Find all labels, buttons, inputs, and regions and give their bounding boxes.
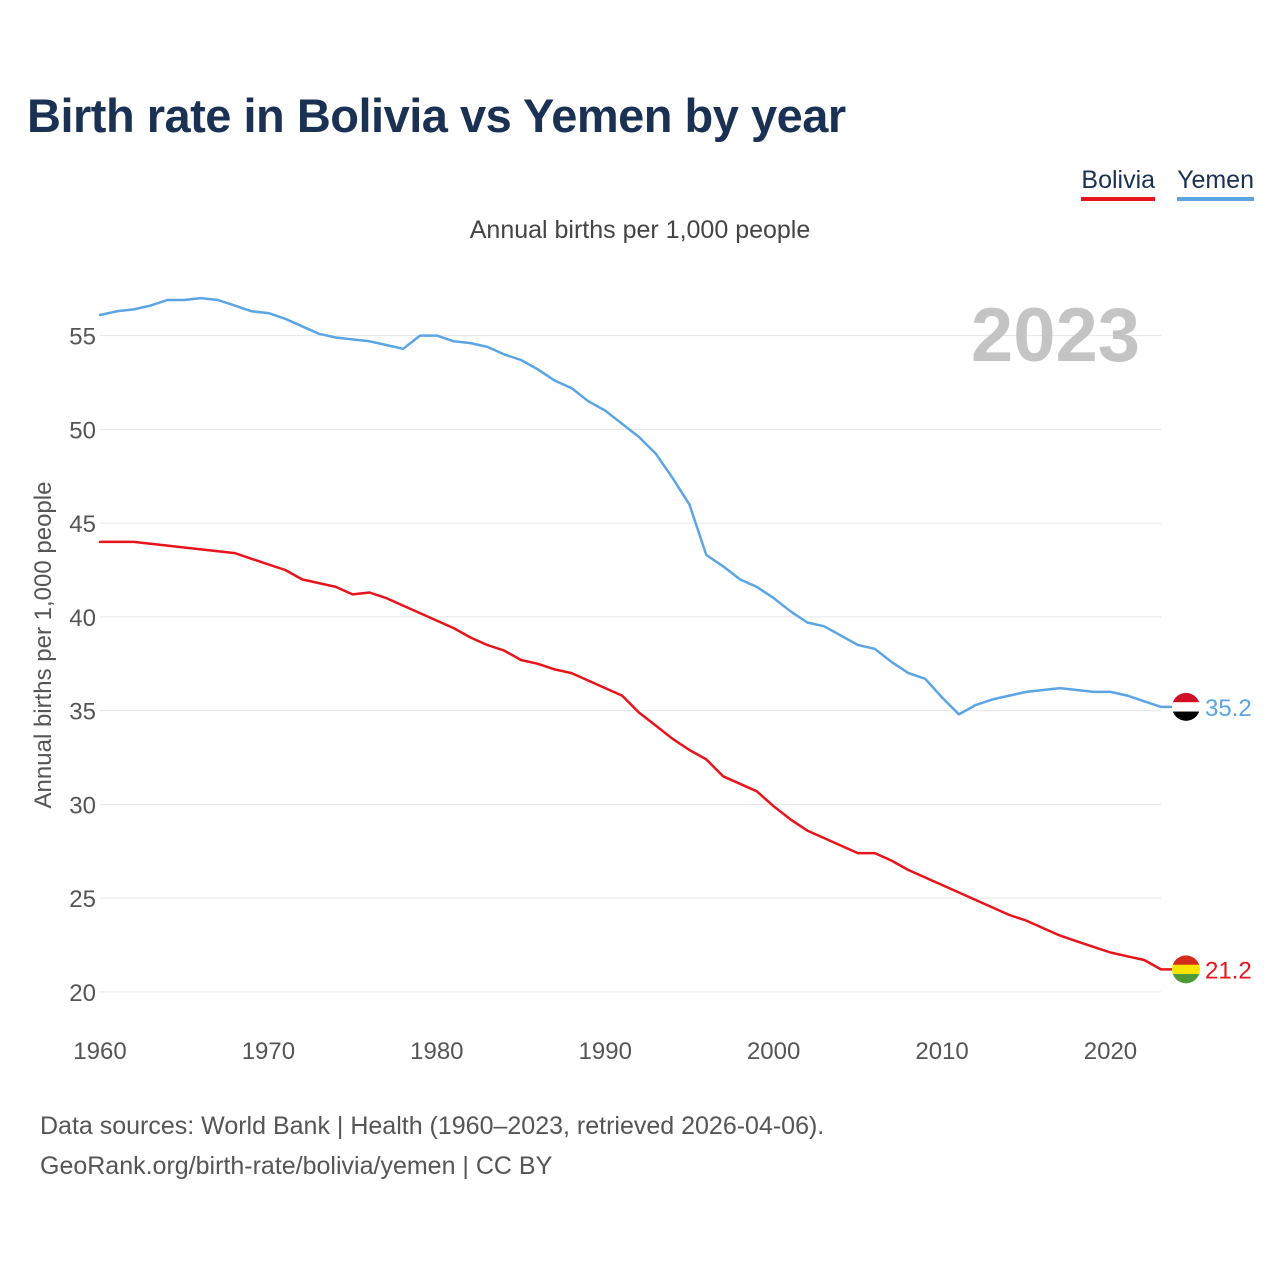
legend-item-bolivia[interactable]: Bolivia	[1081, 166, 1156, 201]
x-tick-label-1990: 1990	[579, 1038, 632, 1065]
footer-credit[interactable]: GeoRank.org/birth-rate/bolivia/yemen | C…	[40, 1152, 553, 1180]
x-tick-label-2010: 2010	[915, 1038, 968, 1065]
x-tick-label-1980: 1980	[410, 1038, 463, 1065]
x-tick-label-1960: 1960	[73, 1038, 126, 1065]
y-tick-label-50: 50	[69, 417, 96, 444]
y-tick-label-35: 35	[69, 699, 96, 726]
y-tick-label-20: 20	[69, 980, 96, 1007]
y-axis-label: Annual births per 1,000 people	[30, 482, 57, 809]
x-tick-label-1970: 1970	[242, 1038, 295, 1065]
series-line-yemen	[98, 296, 1163, 716]
year-watermark: 2023	[971, 293, 1140, 378]
page-title: Birth rate in Bolivia vs Yemen by year	[27, 89, 846, 142]
y-tick-label-45: 45	[69, 511, 96, 538]
y-tick-label-40: 40	[69, 605, 96, 632]
x-tick-label-2000: 2000	[747, 1038, 800, 1065]
y-tick-label-55: 55	[69, 324, 96, 351]
series-line-bolivia	[98, 540, 1163, 971]
bolivia-flag-icon	[1172, 955, 1200, 984]
y-tick-label-30: 30	[69, 792, 96, 819]
footer: Data sources: World Bank | Health (1960–…	[40, 1106, 824, 1186]
x-tick-label-2020: 2020	[1084, 1038, 1137, 1065]
footer-sources: Data sources: World Bank | Health (1960–…	[40, 1112, 825, 1140]
end-value-label-yemen: 35.2	[1205, 695, 1252, 722]
end-value-label-bolivia: 21.2	[1205, 957, 1252, 984]
yemen-flag-icon	[1172, 692, 1200, 721]
chart-subtitle: Annual births per 1,000 people	[469, 216, 811, 244]
y-tick-label-25: 25	[69, 886, 96, 913]
legend-item-yemen[interactable]: Yemen	[1177, 166, 1254, 201]
legend: Bolivia Yemen	[1081, 166, 1254, 201]
